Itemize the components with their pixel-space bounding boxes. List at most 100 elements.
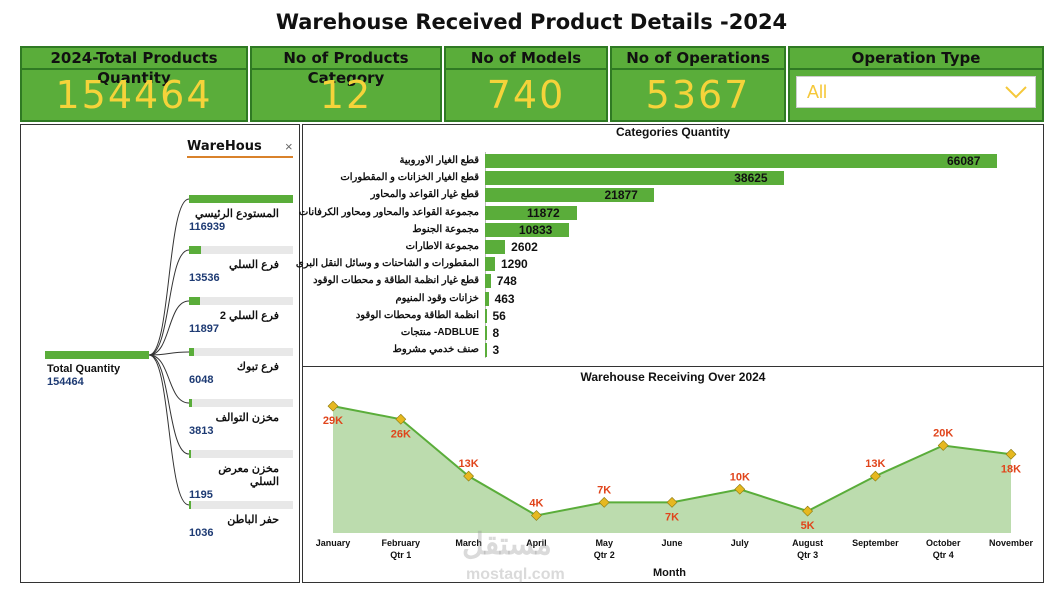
- categories-chart-title: Categories Quantity: [615, 125, 731, 139]
- trend-point[interactable]: [530, 510, 542, 521]
- category-bar[interactable]: [485, 274, 491, 289]
- trend-area-chart: 29K January 26K February 13K March 4K April 7K Ma…: [316, 400, 1034, 560]
- kpi-label: 2024-Total Products Quantity: [22, 48, 246, 87]
- trend-data-label: 29K: [323, 415, 343, 427]
- kpi-label: No of Products Category: [252, 48, 440, 87]
- trend-month-tick: May: [595, 538, 613, 548]
- tree-connector: [148, 354, 190, 404]
- category-label: قطع الغيار الاوروبية: [399, 155, 479, 166]
- operation-type-select[interactable]: All: [796, 76, 1036, 108]
- kpi-products-category: No of Products Category 12: [250, 46, 442, 122]
- tree-node[interactable]: فرع تبوك 6048: [189, 348, 293, 386]
- category-value-label: 56: [492, 308, 506, 323]
- tree-node-name: مخزن معرض السلي: [218, 463, 279, 488]
- trend-point[interactable]: [1005, 448, 1017, 460]
- tree-node[interactable]: مخزن التوالف 3813: [189, 399, 293, 437]
- trend-data-label: 7K: [665, 511, 679, 523]
- trend-point[interactable]: [869, 470, 881, 482]
- kpi-value: 5367: [645, 73, 751, 117]
- trend-quarter-tick: Qtr 4: [933, 550, 954, 560]
- tree-node-bar: [189, 297, 200, 305]
- tree-connector: [148, 198, 190, 356]
- trend-data-label: 26K: [391, 428, 411, 440]
- category-value-label: 21877: [604, 188, 638, 203]
- tree-node-name: مخزن التوالف: [215, 412, 279, 424]
- trend-point[interactable]: [937, 440, 949, 451]
- tree-node-bar: [189, 501, 191, 509]
- category-value-label: 10833: [518, 222, 553, 237]
- kpi-operations: No of Operations 5367: [610, 46, 786, 122]
- category-value-label: 8: [492, 326, 500, 340]
- kpi-label: No of Operations: [612, 48, 784, 70]
- category-label: صنف خدمي مشروط: [392, 344, 479, 356]
- tree-node-name: فرع السلي: [229, 259, 279, 271]
- kpi-label: No of Models: [446, 48, 606, 70]
- trend-data-label: 18K: [1001, 463, 1021, 475]
- tree-node[interactable]: حفر الباطن 1036: [189, 501, 293, 539]
- trend-month-tick: August: [792, 538, 823, 548]
- category-label: قطع غيار انظمة الطاقة و محطات الوقود: [313, 275, 479, 287]
- tree-node-bar: [189, 348, 195, 356]
- kpi-value: 12: [319, 73, 373, 117]
- tree-connector: [148, 351, 190, 356]
- trend-data-label: 4K: [529, 498, 543, 510]
- category-value-label: 748: [496, 274, 517, 289]
- category-bar[interactable]: [485, 291, 489, 306]
- tree-node[interactable]: المستودع الرئيسي 116939: [189, 195, 293, 233]
- tree-node-bar-track: [189, 195, 293, 203]
- tree-node-bar-track: [189, 399, 293, 407]
- tree-node-value: 13536: [189, 272, 220, 284]
- trend-point[interactable]: [802, 505, 814, 517]
- tree-node[interactable]: مخزن معرض السلي 1195: [189, 450, 293, 501]
- category-value-label: 66087: [947, 154, 981, 168]
- trend-point[interactable]: [395, 413, 407, 425]
- operation-type-selected: All: [807, 82, 828, 102]
- root-bar[interactable]: [45, 351, 149, 359]
- trend-data-label: 7K: [597, 484, 611, 496]
- category-label: انظمة الطاقة ومحطات الوقود: [355, 309, 479, 321]
- trend-point[interactable]: [598, 496, 610, 508]
- tree-node-value: 3813: [189, 425, 214, 437]
- tree-node-name: فرع تبوك: [236, 361, 279, 373]
- trend-quarter-tick: Qtr 3: [797, 550, 818, 560]
- category-bar[interactable]: [485, 171, 785, 186]
- root-value: 154464: [47, 376, 84, 388]
- tree-connector: [148, 354, 190, 506]
- category-bar[interactable]: [485, 154, 997, 168]
- tree-connector: [148, 249, 190, 356]
- category-bar[interactable]: [485, 343, 487, 358]
- tree-connectors: [148, 198, 190, 506]
- category-value-label: 11872: [526, 205, 560, 220]
- trend-data-label: 13K: [459, 458, 479, 470]
- tree-node-bar: [189, 246, 202, 254]
- close-icon[interactable]: ×: [285, 139, 293, 154]
- category-bar[interactable]: [485, 222, 569, 237]
- trend-point[interactable]: [666, 496, 678, 508]
- category-bar[interactable]: [485, 188, 655, 203]
- category-bar[interactable]: [485, 308, 487, 323]
- category-bar[interactable]: [485, 205, 577, 220]
- category-value-label: 2602: [511, 240, 538, 254]
- trend-month-tick: February: [382, 538, 421, 548]
- trend-point[interactable]: [327, 400, 339, 412]
- trend-point[interactable]: [463, 470, 475, 482]
- tree-node-name: المستودع الرئيسي: [195, 208, 279, 220]
- category-bar[interactable]: [485, 257, 495, 272]
- trend-point[interactable]: [734, 483, 746, 495]
- tree-node-value: 11897: [189, 323, 219, 335]
- trend-month-tick: July: [731, 538, 749, 548]
- tree-node[interactable]: فرع السلي 2 11897: [189, 297, 293, 335]
- category-bar[interactable]: [485, 240, 506, 254]
- tree-node-value: 116939: [189, 221, 226, 233]
- trend-quarter-tick: Qtr 1: [390, 550, 411, 560]
- trend-panel: Warehouse Receiving Over 2024 29K January…: [302, 366, 1044, 583]
- category-bar[interactable]: [485, 326, 487, 340]
- root-label: Total Quantity: [47, 363, 121, 375]
- trend-month-tick: September: [852, 538, 899, 548]
- tree-level-header[interactable]: WareHous: [187, 139, 293, 158]
- operation-type-slicer: Operation Type All: [788, 46, 1044, 122]
- watermark-logo: مستقل: [462, 528, 552, 561]
- categories-axis-line: [485, 152, 486, 359]
- watermark-url: mostaql.com: [466, 566, 565, 583]
- tree-node[interactable]: فرع السلي 13536: [189, 246, 293, 284]
